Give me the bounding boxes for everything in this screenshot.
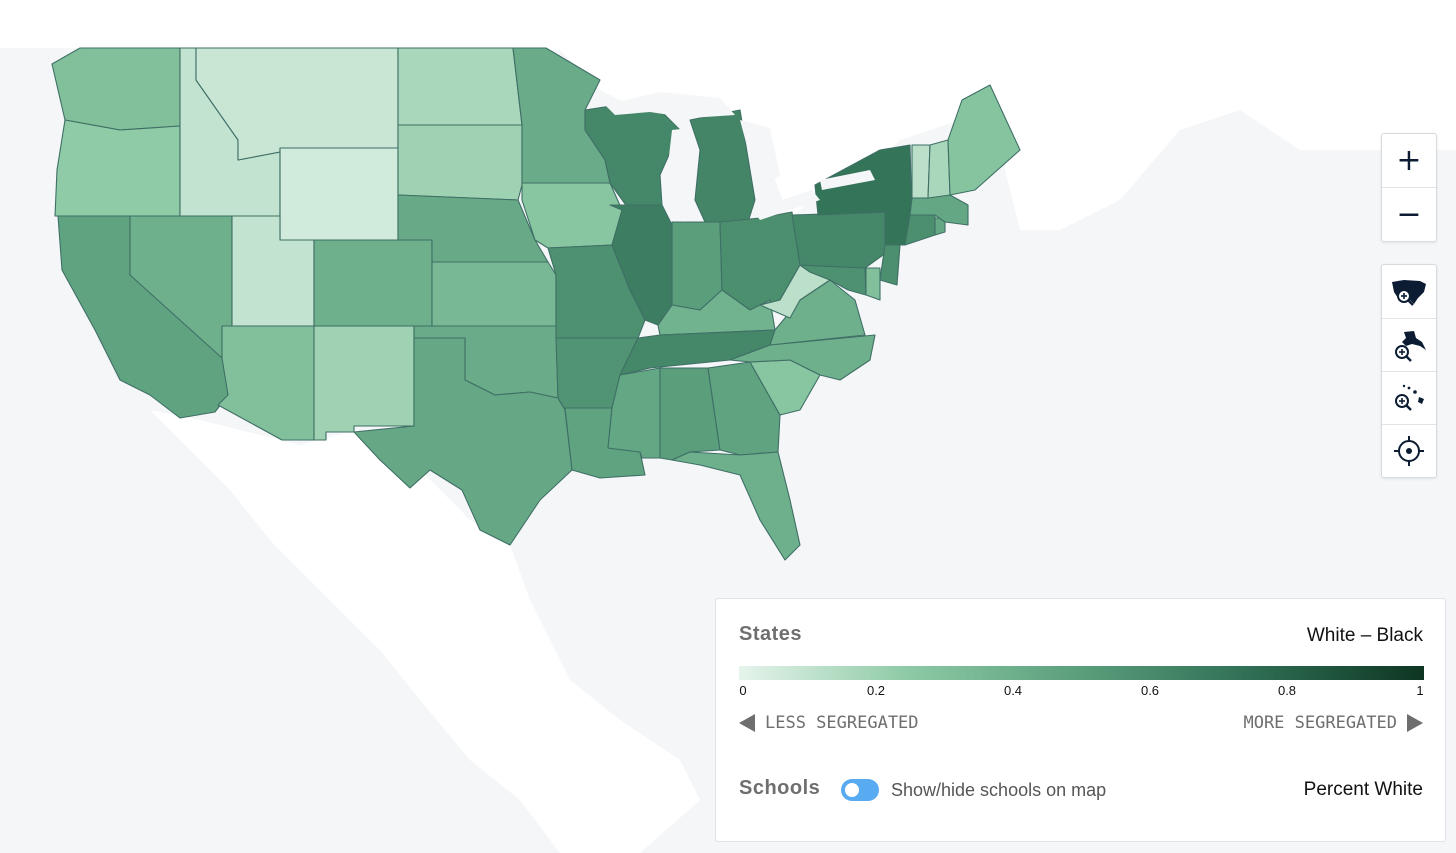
us-mainland-zoom-icon	[1392, 279, 1426, 306]
state-florida[interactable]	[671, 451, 801, 561]
color-scale-bar	[739, 666, 1424, 680]
state-massachusetts[interactable]	[909, 194, 969, 226]
schools-toggle-label[interactable]: Show/hide schools on map	[891, 780, 1107, 800]
lake-michigan	[668, 128, 694, 222]
schools-title: Schools	[739, 777, 821, 799]
state-oregon[interactable]	[54, 119, 181, 217]
state-texas[interactable]	[353, 337, 573, 546]
state-north-dakota[interactable]	[397, 47, 523, 126]
zoom-in-button[interactable]: +	[1396, 143, 1422, 178]
hawaii-zoom-icon	[1395, 384, 1424, 411]
hawaii-zoom-button[interactable]	[1382, 371, 1436, 424]
lake-erie	[752, 190, 820, 220]
state-pennsylvania[interactable]	[791, 211, 891, 269]
less-segregated-label: LESS SEGREGATED	[739, 713, 919, 733]
scale-tick-label: 0.2	[866, 683, 886, 698]
more-segregated-label: MORE SEGREGATED	[1243, 713, 1423, 733]
zoom-out-button[interactable]: −	[1382, 187, 1436, 240]
mexico-landmass	[150, 410, 700, 853]
alaska-zoom-button[interactable]	[1382, 318, 1436, 371]
state-delaware[interactable]	[865, 267, 881, 301]
schools-layer-select[interactable]: Percent White	[1303, 779, 1423, 800]
scale-tick-label: 0.4	[1003, 683, 1023, 698]
less-segregated-text: LESS SEGREGATED	[765, 713, 919, 733]
locate-icon	[1394, 436, 1424, 466]
scale-tick-label: 0	[739, 683, 747, 698]
legend-title: States	[739, 623, 803, 645]
state-illinois[interactable]	[609, 204, 673, 326]
state-new-mexico[interactable]	[313, 325, 415, 441]
locate-button[interactable]	[1382, 424, 1436, 477]
view-controls	[1381, 264, 1437, 478]
arrow-left-icon	[739, 714, 755, 732]
state-connecticut[interactable]	[904, 214, 936, 246]
lake-ontario	[820, 170, 875, 190]
scale-tick-label: 0.8	[1277, 683, 1297, 698]
legend-panel: States White – Black 0 0.2 0.4 0.6 0.8 1…	[715, 598, 1446, 842]
state-colorado[interactable]	[313, 239, 433, 327]
toggle-knob	[845, 783, 859, 797]
legend-metric[interactable]: White – Black	[1306, 625, 1423, 646]
state-washington[interactable]	[51, 47, 181, 131]
lake-huron	[740, 120, 780, 195]
alaska-zoom-icon	[1395, 331, 1426, 362]
state-maine[interactable]	[947, 84, 1021, 196]
scale-tick-label: 0.6	[1140, 683, 1160, 698]
lake-superior	[605, 92, 735, 118]
state-iowa[interactable]	[521, 182, 623, 249]
state-kansas[interactable]	[431, 261, 557, 327]
scale-tick-label: 1	[1416, 683, 1424, 698]
state-south-dakota[interactable]	[397, 124, 523, 201]
us-mainland-zoom-button[interactable]	[1382, 265, 1436, 318]
state-vermont[interactable]	[911, 144, 931, 199]
arrow-right-icon	[1407, 714, 1423, 732]
state-wyoming[interactable]	[279, 147, 399, 241]
state-arizona[interactable]	[217, 325, 315, 441]
schools-toggle[interactable]	[841, 779, 879, 801]
more-segregated-text: MORE SEGREGATED	[1243, 713, 1397, 733]
state-new-hampshire[interactable]	[927, 139, 951, 199]
zoom-controls: + −	[1381, 133, 1437, 242]
canada-landmass	[0, 0, 1456, 230]
